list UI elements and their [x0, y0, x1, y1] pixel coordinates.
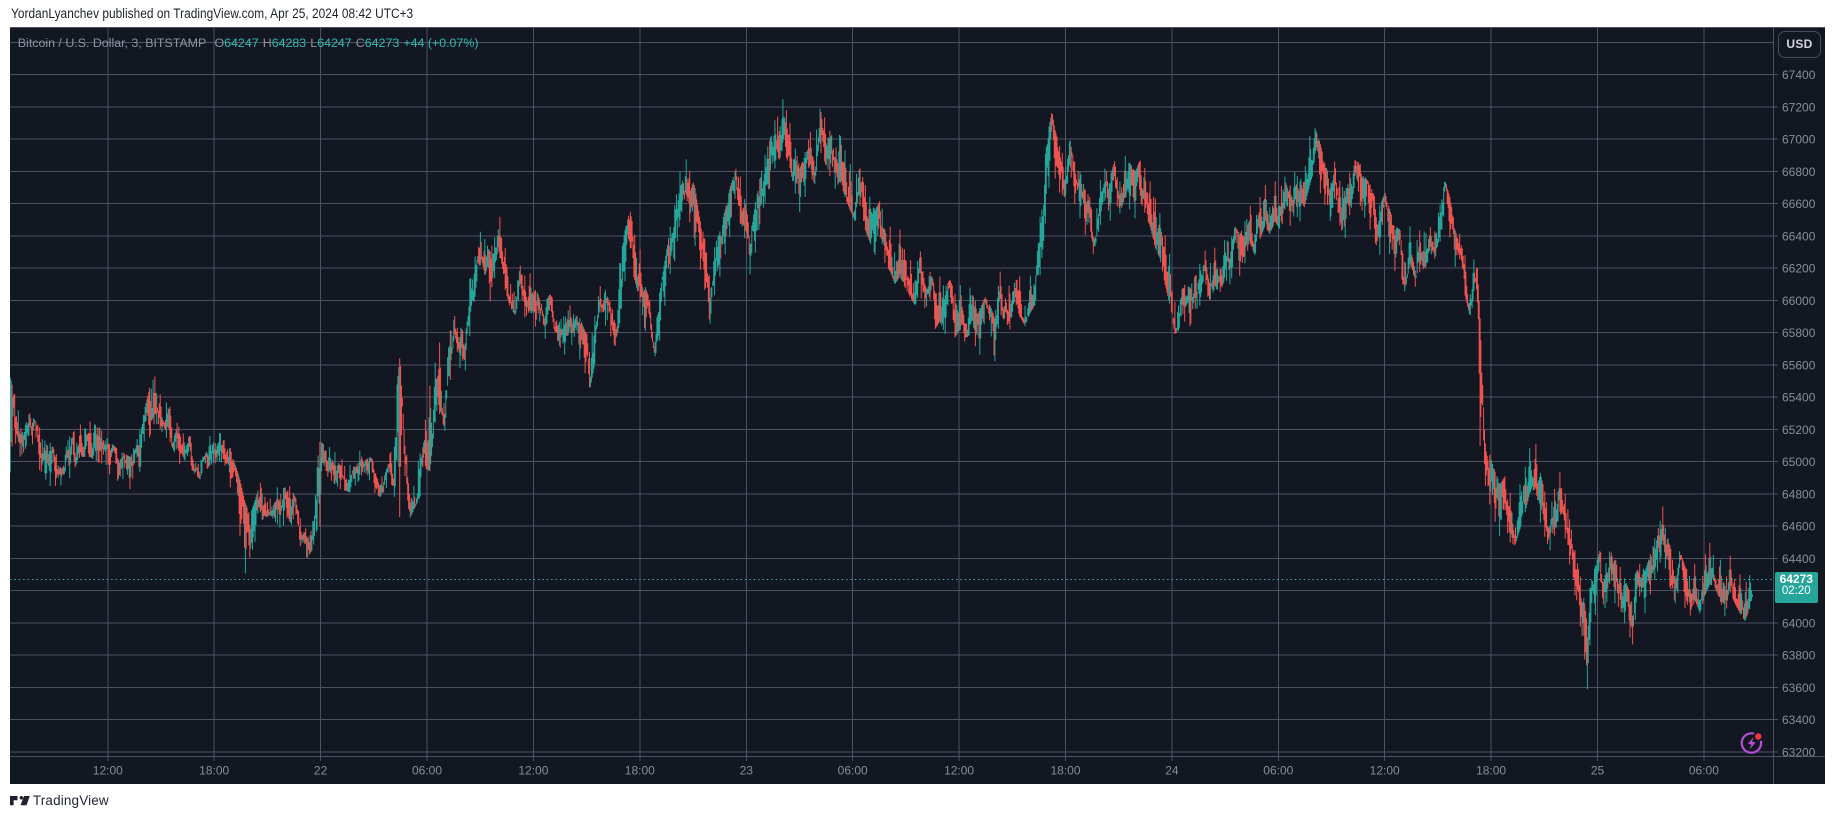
svg-text:64000: 64000	[1782, 616, 1816, 630]
svg-text:63200: 63200	[1782, 745, 1816, 759]
svg-text:65400: 65400	[1782, 391, 1816, 405]
svg-text:18:00: 18:00	[625, 764, 655, 778]
svg-text:66000: 66000	[1782, 294, 1816, 308]
svg-text:12:00: 12:00	[518, 764, 548, 778]
svg-text:67000: 67000	[1782, 133, 1816, 147]
svg-text:66800: 66800	[1782, 165, 1816, 179]
svg-text:25: 25	[1591, 764, 1605, 778]
svg-text:66400: 66400	[1782, 229, 1816, 243]
svg-text:12:00: 12:00	[1370, 764, 1400, 778]
svg-text:06:00: 06:00	[1263, 764, 1293, 778]
svg-text:06:00: 06:00	[1689, 764, 1719, 778]
svg-text:18:00: 18:00	[199, 764, 229, 778]
svg-text:06:00: 06:00	[838, 764, 868, 778]
svg-text:67400: 67400	[1782, 68, 1816, 82]
svg-text:64400: 64400	[1782, 552, 1816, 566]
svg-text:23: 23	[740, 764, 754, 778]
svg-text:67200: 67200	[1782, 100, 1816, 114]
svg-text:64600: 64600	[1782, 520, 1816, 534]
svg-text:63400: 63400	[1782, 713, 1816, 727]
svg-text:66600: 66600	[1782, 197, 1816, 211]
svg-text:66200: 66200	[1782, 262, 1816, 276]
svg-text:64800: 64800	[1782, 487, 1816, 501]
svg-text:06:00: 06:00	[412, 764, 442, 778]
svg-text:22: 22	[314, 764, 328, 778]
svg-text:63800: 63800	[1782, 649, 1816, 663]
svg-text:65200: 65200	[1782, 423, 1816, 437]
svg-text:12:00: 12:00	[93, 764, 123, 778]
svg-text:63600: 63600	[1782, 681, 1816, 695]
svg-text:18:00: 18:00	[1476, 764, 1506, 778]
svg-text:65600: 65600	[1782, 358, 1816, 372]
svg-text:65800: 65800	[1782, 326, 1816, 340]
svg-text:12:00: 12:00	[944, 764, 974, 778]
svg-text:24: 24	[1165, 764, 1179, 778]
svg-text:65000: 65000	[1782, 455, 1816, 469]
svg-text:18:00: 18:00	[1050, 764, 1080, 778]
